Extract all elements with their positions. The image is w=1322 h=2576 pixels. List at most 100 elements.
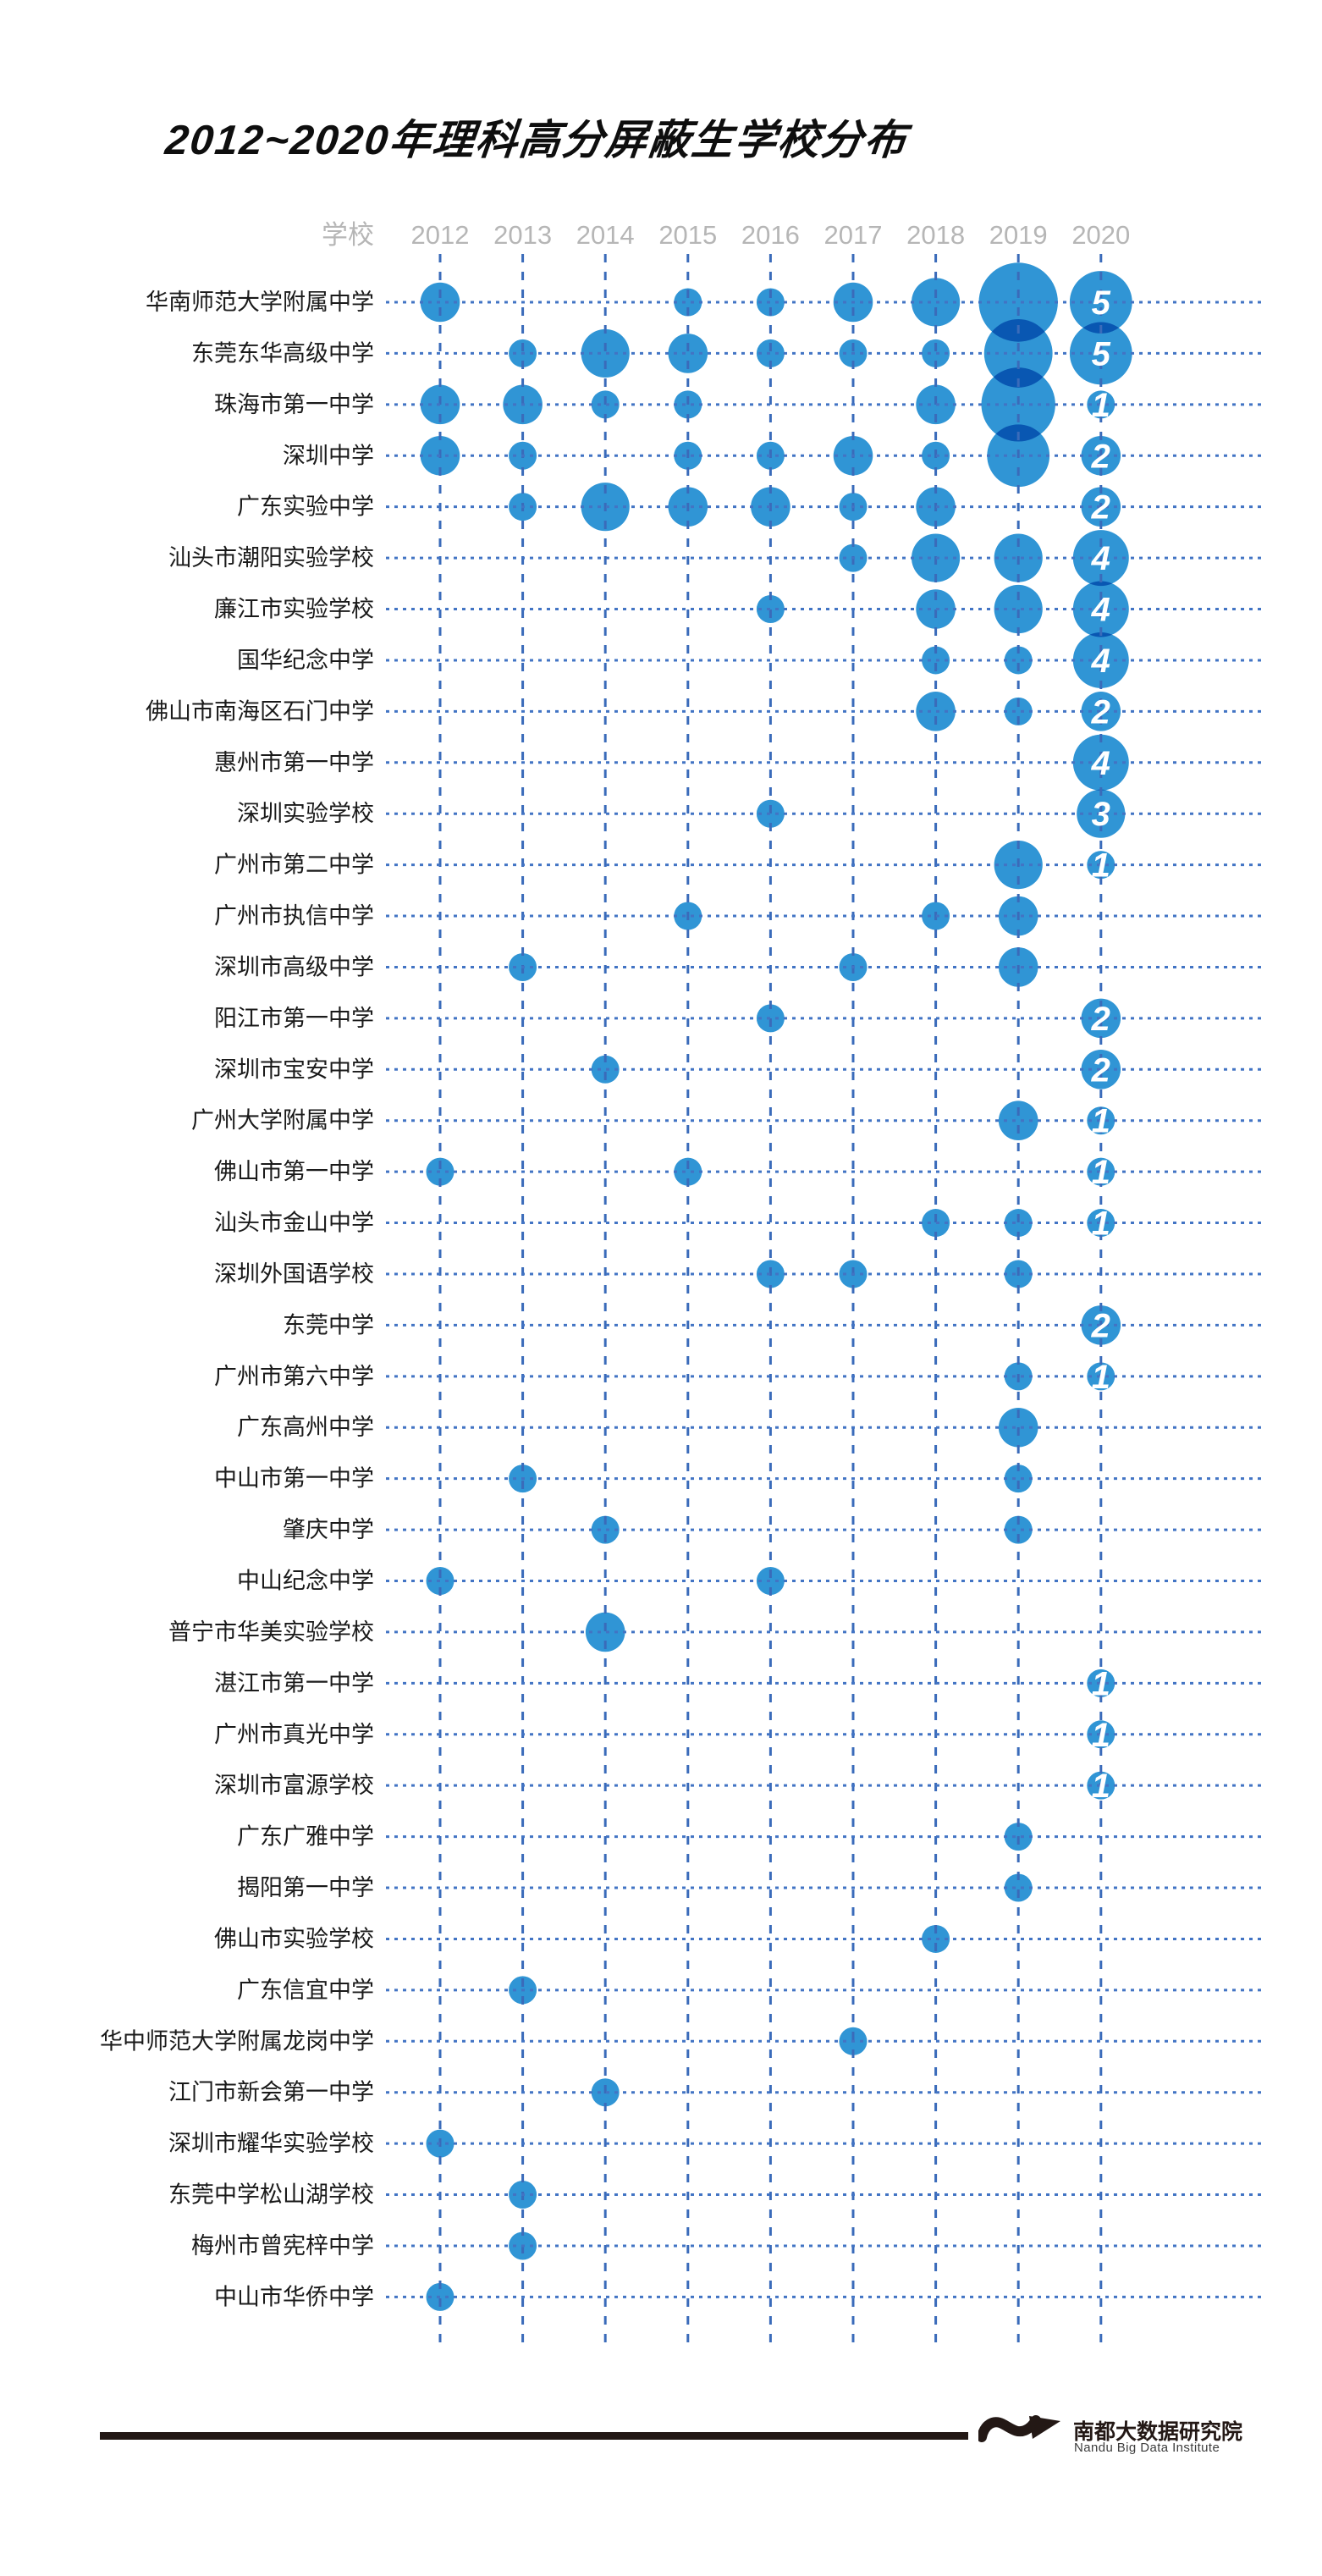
bubble-2016 — [756, 1004, 785, 1033]
count-label-2020: 2 — [1091, 1001, 1110, 1038]
bubbles-layer — [420, 262, 1132, 2311]
bubble-2020 — [1069, 271, 1132, 334]
bubble-2019 — [1004, 1873, 1033, 1902]
school-label: 珠海市第一中学 — [214, 392, 374, 417]
count-label-2020: 1 — [1092, 847, 1110, 885]
count-label-2020: 4 — [1091, 745, 1110, 782]
count-label-2020: 1 — [1092, 387, 1110, 424]
school-label: 华中师范大学附属龙岗中学 — [100, 2028, 374, 2054]
school-label: 国华纪念中学 — [237, 648, 374, 673]
column-header-year: 2015 — [658, 220, 717, 250]
count-label-2020: 1 — [1092, 1665, 1110, 1702]
count-label-2020: 3 — [1092, 796, 1110, 833]
school-label: 汕头市金山中学 — [214, 1211, 374, 1236]
school-label: 华南师范大学附属中学 — [146, 290, 374, 315]
school-label: 深圳实验学校 — [237, 801, 374, 826]
column-header-year: 2014 — [576, 220, 635, 250]
bubble-2018 — [916, 589, 956, 629]
school-label: 梅州市曾宪梓中学 — [191, 2233, 374, 2259]
school-label: 阳江市第一中学 — [214, 1006, 374, 1031]
footer-brand-chinese: 南都大数据研究院 — [1073, 2420, 1243, 2444]
school-label: 江门市新会第一中学 — [168, 2080, 374, 2105]
bubble-2015 — [674, 1157, 702, 1186]
column-header-year: 2019 — [989, 220, 1048, 250]
bubble-2018 — [916, 692, 956, 731]
count-label-2020: 4 — [1091, 592, 1110, 629]
count-label-2020: 1 — [1092, 1154, 1110, 1191]
column-header-school: 学校 — [322, 220, 374, 250]
bubble-2018 — [922, 646, 950, 675]
footer-divider-bar — [100, 2432, 968, 2440]
school-label: 廉江市实验学校 — [214, 597, 374, 622]
count-label-2020: 1 — [1092, 1359, 1110, 1396]
bubble-2020 — [1072, 734, 1129, 791]
column-header-year: 2016 — [741, 220, 800, 250]
bubble-2020 — [1077, 789, 1126, 838]
bubble-2018 — [922, 1209, 950, 1238]
school-label: 广州市真光中学 — [214, 1722, 374, 1747]
count-label-2020: 2 — [1091, 489, 1110, 527]
school-label: 东莞东华高级中学 — [191, 340, 374, 366]
nandu-wave-logo-icon — [978, 2415, 1060, 2442]
school-label: 肇庆中学 — [283, 1517, 374, 1542]
school-label: 广州市第二中学 — [214, 852, 374, 878]
bubble-2020 — [1087, 1209, 1115, 1238]
gridlines-layer — [386, 254, 1261, 2352]
school-label: 深圳市高级中学 — [214, 954, 374, 979]
school-label: 揭阳第一中学 — [237, 1875, 374, 1900]
bubble-2019 — [1004, 1515, 1033, 1544]
school-label: 深圳市宝安中学 — [214, 1056, 374, 1082]
count-label-2020: 1 — [1092, 1103, 1110, 1140]
school-label: 湛江市第一中学 — [214, 1670, 374, 1696]
count-label-2020: 5 — [1092, 335, 1111, 372]
bubble-2019 — [983, 319, 1053, 388]
count-label-2020: 1 — [1092, 1717, 1110, 1754]
school-label: 广州市第六中学 — [214, 1364, 374, 1389]
count-label-2020: 2 — [1091, 1051, 1110, 1089]
bubble-2020 — [1072, 581, 1129, 637]
bubble-2016 — [756, 595, 785, 624]
school-label: 东莞中学 — [283, 1312, 374, 1338]
column-header-year: 2013 — [493, 220, 552, 250]
labels-layer: 学校 2012 2013 2014 2015 2016 2017 2018 2019 2020 华南… — [100, 220, 1130, 2309]
school-label: 佛山市南海区石门中学 — [146, 698, 374, 724]
school-label: 中山市华侨中学 — [214, 2284, 374, 2309]
school-label: 深圳中学 — [283, 443, 374, 468]
school-label: 汕头市潮阳实验学校 — [168, 545, 374, 571]
footer-brand-english: Nandu Big Data Institute — [1074, 2441, 1220, 2455]
count-label-2020: 1 — [1092, 1768, 1110, 1805]
bubble-2014 — [585, 1612, 625, 1652]
bubble-2015 — [674, 288, 702, 317]
column-header-year: 2020 — [1071, 220, 1130, 250]
school-label: 广东广雅中学 — [237, 1824, 374, 1850]
bubble-2016 — [756, 1567, 785, 1595]
bubble-2019 — [978, 262, 1058, 342]
column-header-year: 2018 — [906, 220, 965, 250]
bubble-2020 — [1081, 1050, 1121, 1089]
school-label: 惠州市第一中学 — [214, 750, 374, 775]
bubble-2016 — [756, 288, 785, 317]
school-label: 普宁市华美实验学校 — [168, 1619, 374, 1645]
bubble-2014 — [591, 1515, 620, 1544]
bubble-2020 — [1081, 692, 1121, 731]
count-label-2020: 4 — [1091, 643, 1110, 680]
bubble-2020 — [1087, 1157, 1115, 1186]
count-label-2020: 2 — [1091, 1307, 1110, 1344]
bubble-2020 — [1069, 322, 1132, 385]
count-label-2020: 2 — [1091, 438, 1110, 475]
school-label: 广州大学附属中学 — [191, 1108, 374, 1134]
bubble-2019 — [1004, 1209, 1033, 1238]
bubble-2014 — [591, 1055, 620, 1084]
count-label-2020: 2 — [1091, 693, 1110, 731]
school-label: 深圳市耀华实验学校 — [168, 2131, 374, 2156]
school-label: 广州市执信中学 — [214, 903, 374, 929]
school-label: 中山市第一中学 — [214, 1466, 374, 1492]
school-label: 广东实验中学 — [237, 494, 374, 520]
column-header-year: 2012 — [411, 220, 470, 250]
school-label: 广东信宜中学 — [237, 1978, 374, 2003]
bubble-2019 — [1004, 697, 1033, 725]
count-label-2020: 5 — [1092, 284, 1111, 322]
school-label: 深圳市富源学校 — [214, 1773, 374, 1798]
